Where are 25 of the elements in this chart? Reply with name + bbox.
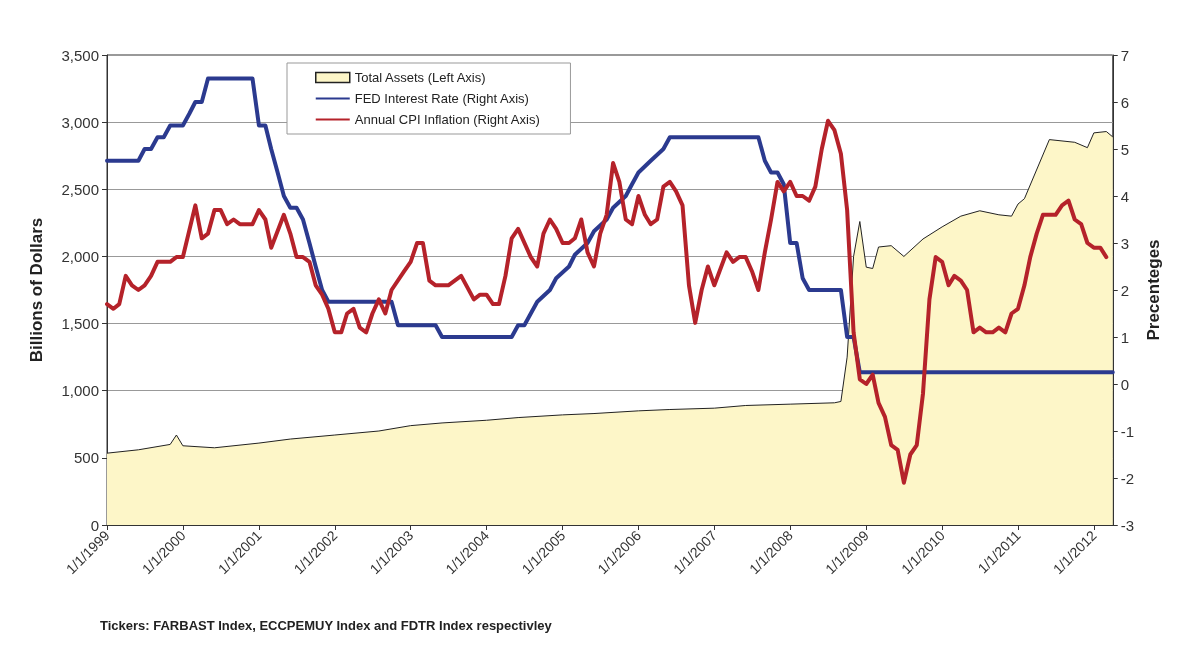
y2-tick-label: 0 — [1120, 375, 1130, 393]
y2-tick-label: 2 — [1120, 281, 1130, 299]
y-tick-label: 1,500 — [61, 315, 99, 333]
legend-label: Annual CPI Inflation (Right Axis) — [354, 112, 540, 127]
y2-tick-label: -1 — [1120, 422, 1135, 440]
legend-label: Total Assets (Left Axis) — [354, 70, 486, 85]
y2-tick-label: 5 — [1120, 140, 1130, 158]
y2-axis-title: Precenteges — [1144, 239, 1163, 341]
y2-tick-label: 7 — [1120, 46, 1130, 64]
y2-tick-label: 6 — [1120, 93, 1130, 111]
y2-tick-label: -3 — [1120, 516, 1135, 534]
y-tick-label: 1,000 — [61, 382, 99, 400]
y-tick-label: 3,500 — [61, 46, 99, 64]
y2-tick-label: 1 — [1120, 328, 1130, 346]
y-axis-title: Billions of Dollars — [27, 217, 46, 363]
y-tick-label: 2,000 — [61, 247, 99, 265]
y-tick-label: 0 — [90, 516, 99, 534]
y-tick-label: 3,000 — [61, 113, 99, 131]
y-tick-label: 500 — [73, 449, 99, 467]
y-tick-label: 2,500 — [61, 180, 99, 198]
y2-tick-label: 4 — [1120, 187, 1130, 205]
legend-label: FED Interest Rate (Right Axis) — [354, 91, 529, 106]
y2-tick-label: 3 — [1120, 234, 1130, 252]
y2-tick-label: -2 — [1120, 469, 1135, 487]
text: Tickers: FARBAST Index, ECCPEMUY Index and FDTR Index respectivley — [100, 618, 553, 633]
